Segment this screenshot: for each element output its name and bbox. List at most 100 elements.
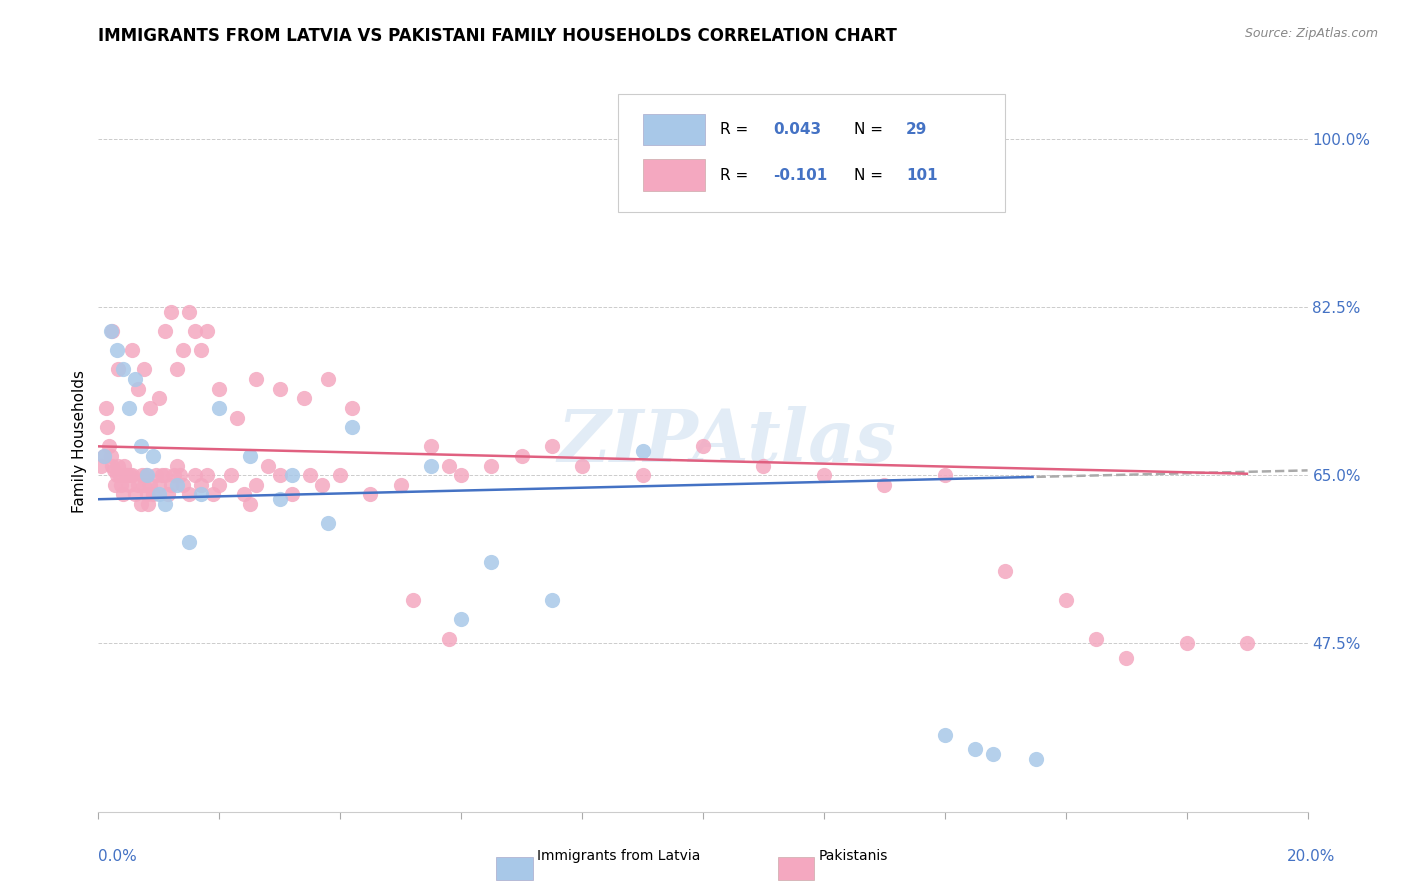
Point [245, 372, 267, 386]
Point [342, 401, 364, 415]
Point [994, 565, 1017, 579]
Point [540, 593, 562, 607]
Text: IMMIGRANTS FROM LATVIA VS PAKISTANI FAMILY HOUSEHOLDS CORRELATION CHART: IMMIGRANTS FROM LATVIA VS PAKISTANI FAMI… [98, 27, 897, 45]
Point [299, 468, 322, 483]
Point [100, 458, 122, 473]
Point [150, 468, 173, 483]
Point [172, 343, 194, 358]
Point [208, 478, 231, 492]
Point [208, 382, 231, 396]
Point [179, 304, 201, 318]
Point [510, 449, 533, 463]
Point [389, 478, 412, 492]
Point [1085, 632, 1108, 646]
Point [873, 478, 896, 492]
Point [316, 516, 339, 531]
Point [108, 468, 131, 483]
Point [153, 468, 176, 483]
Point [114, 468, 136, 483]
Point [1175, 636, 1198, 650]
Point [172, 478, 194, 492]
Point [124, 487, 146, 501]
Point [311, 478, 333, 492]
Text: Source: ZipAtlas.com: Source: ZipAtlas.com [1244, 27, 1378, 40]
Text: 20.0%: 20.0% [1288, 849, 1336, 863]
Point [195, 324, 218, 338]
Text: 101: 101 [905, 168, 938, 183]
Point [269, 468, 291, 483]
Point [98, 439, 121, 453]
Point [153, 324, 176, 338]
Point [135, 468, 157, 483]
Point [118, 468, 141, 483]
Point [256, 458, 278, 473]
Point [232, 487, 254, 501]
Point [112, 458, 135, 473]
Point [93, 449, 115, 463]
FancyBboxPatch shape [619, 94, 1005, 212]
Point [481, 555, 503, 569]
Point [965, 742, 987, 756]
Point [437, 632, 460, 646]
Point [129, 439, 152, 453]
Point [540, 439, 562, 453]
Point [1115, 651, 1137, 665]
Point [100, 324, 122, 338]
Point [934, 728, 956, 742]
Point [142, 449, 165, 463]
Point [139, 478, 162, 492]
Point [245, 478, 267, 492]
Point [127, 478, 149, 492]
Point [132, 362, 155, 376]
Point [93, 449, 115, 463]
Text: R =: R = [720, 168, 754, 183]
Text: Immigrants from Latvia: Immigrants from Latvia [537, 849, 700, 863]
Point [94, 401, 117, 415]
Point [281, 487, 304, 501]
Text: 29: 29 [905, 121, 928, 136]
FancyBboxPatch shape [643, 160, 706, 191]
Point [148, 391, 170, 405]
Point [163, 468, 186, 483]
Point [481, 458, 503, 473]
Point [450, 612, 472, 626]
Point [208, 401, 231, 415]
Point [190, 487, 212, 501]
Point [118, 401, 141, 415]
Point [142, 487, 165, 501]
Text: Pakistanis: Pakistanis [818, 849, 887, 863]
Point [631, 444, 654, 458]
Point [179, 535, 201, 549]
Point [148, 478, 170, 492]
Point [179, 487, 201, 501]
Point [124, 372, 146, 386]
Point [96, 420, 118, 434]
Point [402, 593, 425, 607]
Point [692, 439, 714, 453]
Text: ZIPAtlas: ZIPAtlas [558, 406, 897, 477]
Point [166, 362, 188, 376]
Point [190, 343, 212, 358]
Point [239, 497, 262, 511]
Point [813, 468, 835, 483]
Point [226, 410, 249, 425]
Point [103, 463, 125, 477]
Point [127, 382, 149, 396]
Point [981, 747, 1004, 761]
Text: N =: N = [855, 168, 889, 183]
Point [131, 468, 153, 483]
Point [111, 362, 134, 376]
Point [752, 458, 775, 473]
Point [166, 458, 188, 473]
Point [121, 343, 143, 358]
Point [153, 497, 176, 511]
Point [437, 458, 460, 473]
Point [90, 458, 112, 473]
Point [184, 468, 207, 483]
Point [105, 468, 128, 483]
Point [129, 497, 152, 511]
Point [121, 468, 143, 483]
FancyBboxPatch shape [643, 113, 706, 145]
Point [342, 420, 364, 434]
Point [281, 468, 304, 483]
